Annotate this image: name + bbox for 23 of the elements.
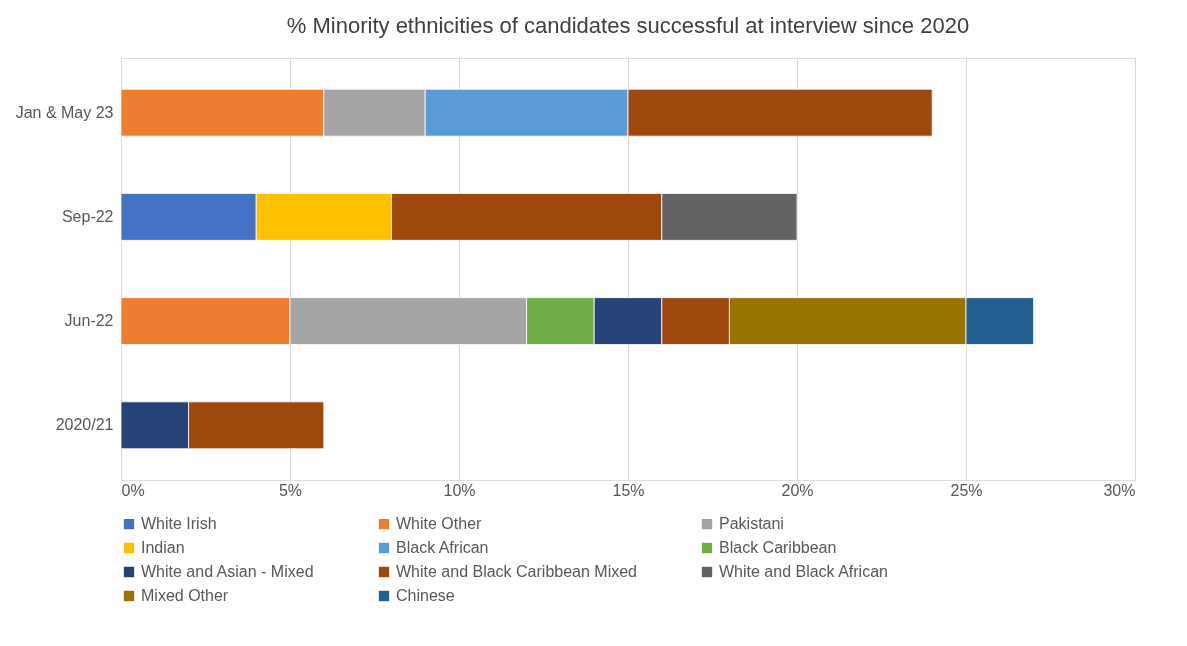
legend-label: White and Black African (719, 563, 888, 580)
legend-label: White Irish (141, 515, 217, 533)
x-tick-label: 25% (950, 481, 983, 499)
legend-label: Black Caribbean (719, 539, 837, 556)
chart-title: % Minority ethnicities of candidates successful at interview since 2020 (286, 13, 970, 38)
legend-label: Chinese (396, 587, 455, 604)
y-tick-label: Jan & May 23 (15, 103, 114, 121)
y-tick-label: 2020/21 (55, 416, 114, 434)
y-tick-label: Sep-22 (61, 207, 114, 225)
legend-label: Black African (396, 539, 489, 556)
x-tick-label: 30% (1103, 481, 1136, 499)
legend-label: White Other (396, 515, 483, 533)
x-tick-label: 0% (121, 481, 145, 499)
x-tick-label: 10% (443, 481, 476, 499)
x-tick-label: 5% (278, 481, 303, 499)
legend-label: Pakistani (719, 515, 784, 533)
x-tick-label: 20% (781, 481, 814, 499)
legend-label: Mixed Other (141, 587, 229, 604)
x-tick-label: 15% (612, 481, 645, 499)
legend-label: Indian (141, 539, 185, 556)
y-tick-label: Jun-22 (64, 312, 114, 330)
legend-label: White and Black Caribbean Mixed (396, 563, 638, 580)
legend-label: White and Asian - Mixed (141, 563, 314, 580)
